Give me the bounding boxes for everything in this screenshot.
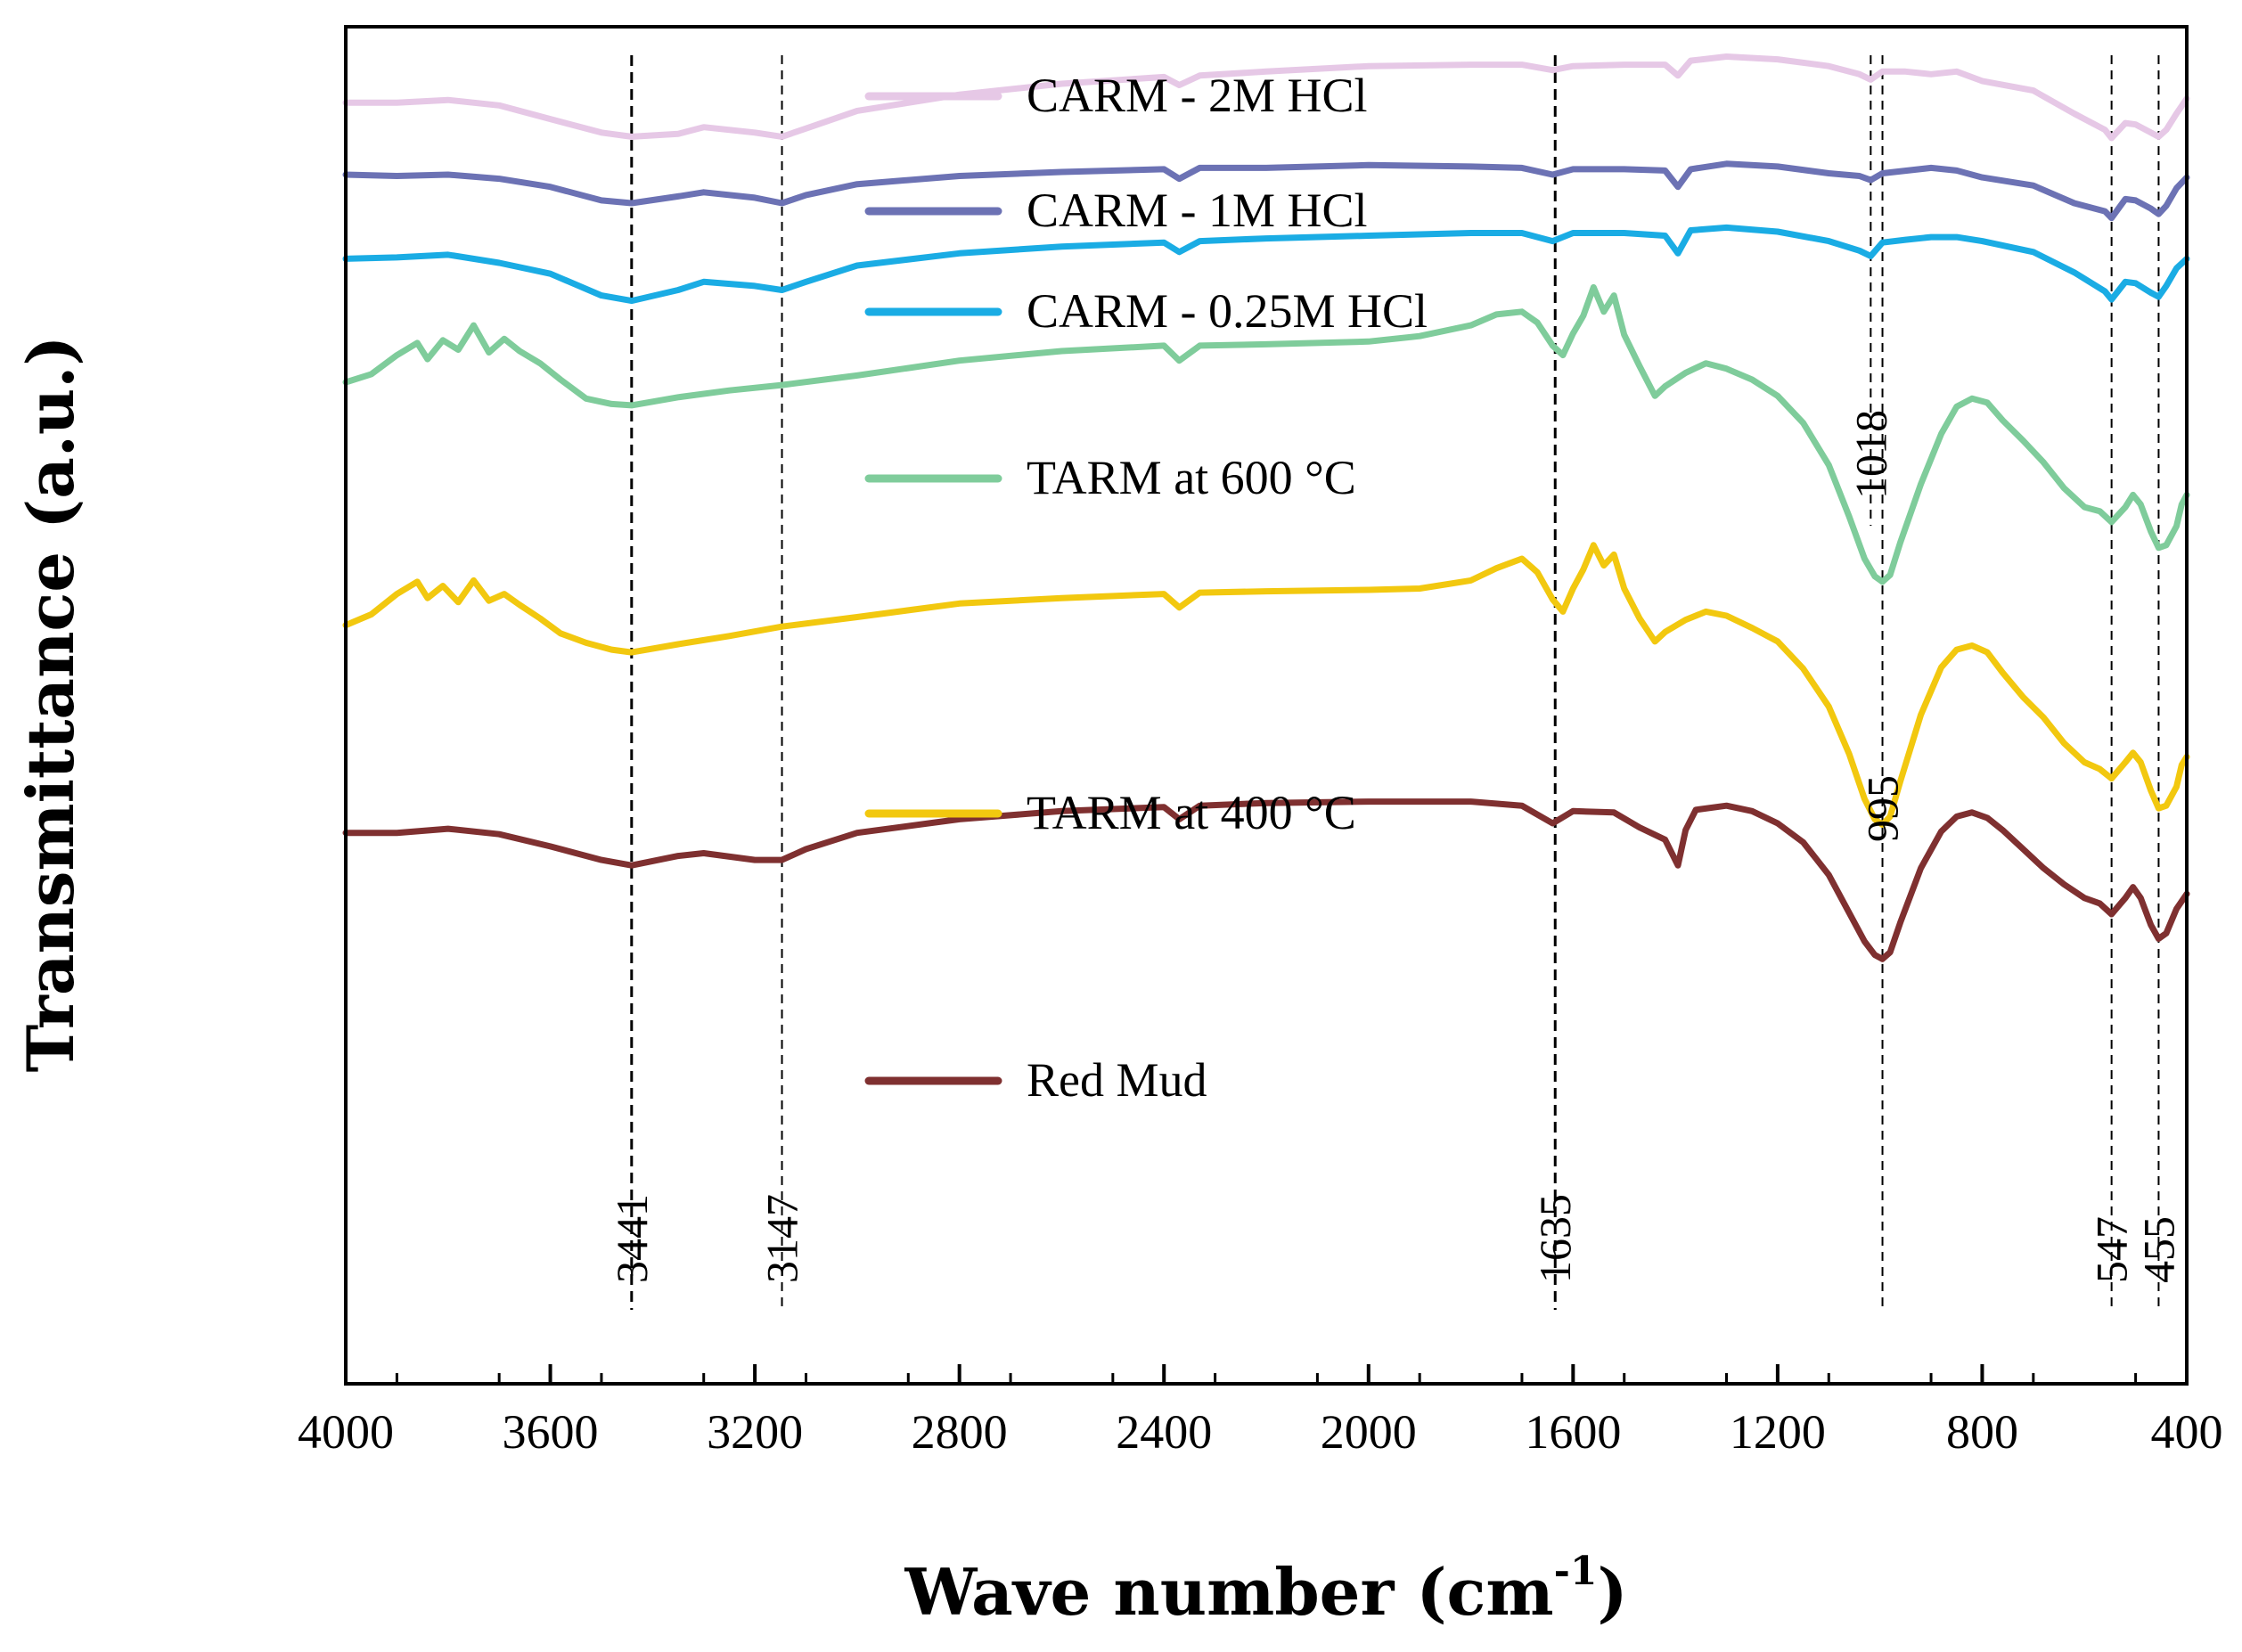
x-tick-label: 1200 <box>1730 1405 1826 1459</box>
peak-label-3147: 3147 <box>757 1194 807 1283</box>
x-tick-label: 400 <box>2151 1405 2223 1459</box>
peak-label-1018: 1018 <box>1845 410 1895 499</box>
series-carm-2m-hcl <box>342 53 2190 142</box>
y-axis-title: Transmittance (a.u.) <box>12 336 88 1073</box>
peak-label-995: 995 <box>1858 775 1908 842</box>
peak-label-3441: 3441 <box>607 1194 657 1283</box>
peak-label-455: 455 <box>2133 1216 2183 1283</box>
x-tick-label: 2400 <box>1116 1405 1212 1459</box>
legend-label: TARM at 600 °C <box>1027 451 1356 504</box>
legend-label: CARM - 2M HCl <box>1027 69 1368 122</box>
x-tick-label: 2800 <box>912 1405 1008 1459</box>
x-tick-label: 800 <box>1946 1405 2018 1459</box>
series-red-mud <box>342 798 2190 962</box>
legend-label: CARM - 1M HCl <box>1027 184 1368 237</box>
x-tick-label: 3600 <box>503 1405 599 1459</box>
series-tarm-at-400-c <box>342 542 2190 828</box>
x-tick-label: 3200 <box>707 1405 803 1459</box>
x-tick-label: 1600 <box>1525 1405 1621 1459</box>
x-tick-label: 4000 <box>298 1405 394 1459</box>
series-tarm-at-600-c <box>342 283 2190 585</box>
peak-label-547: 547 <box>2087 1216 2137 1283</box>
legend-label: TARM at 400 °C <box>1027 786 1356 839</box>
legend-label: CARM - 0.25M HCl <box>1027 284 1428 338</box>
legend-label: Red Mud <box>1027 1053 1207 1107</box>
series-carm-1m-hcl <box>342 160 2190 222</box>
x-axis-title: Wave number (cm-1) <box>904 1549 1627 1630</box>
peak-label-1635: 1635 <box>1530 1194 1580 1283</box>
series-carm-0-25m-hcl <box>342 224 2190 305</box>
plot-frame <box>344 25 2189 1386</box>
x-tick-label: 2000 <box>1321 1405 1417 1459</box>
